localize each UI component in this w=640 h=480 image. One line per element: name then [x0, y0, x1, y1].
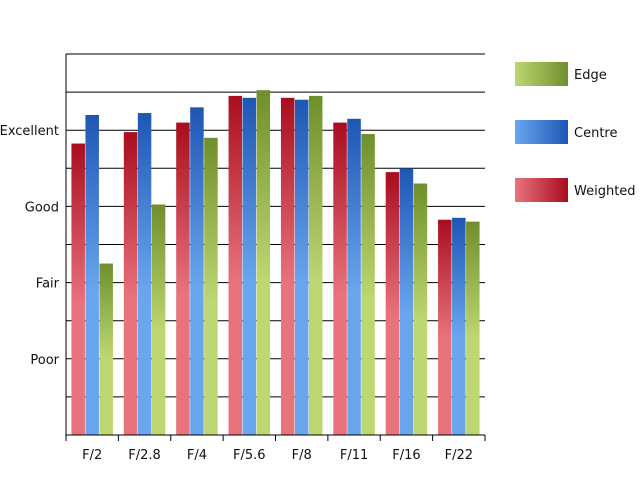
bar-weighted-f56 — [228, 95, 243, 435]
bar-edge-f16 — [413, 183, 428, 435]
bars — [71, 90, 480, 436]
legend-swatch-edge — [515, 62, 568, 86]
y-tick-labels: Excellent Good Fair Poor — [0, 124, 60, 368]
bar-edge-f8 — [308, 95, 323, 435]
legend-swatch-centre — [515, 120, 568, 144]
bar-centre-f8 — [294, 99, 309, 435]
legend-swatch-weighted — [515, 178, 568, 202]
y-tick-label-good: Good — [25, 200, 59, 215]
bar-centre-f11 — [347, 118, 361, 436]
bar-weighted-f8 — [280, 97, 295, 435]
legend-label-weighted: Weighted — [574, 184, 636, 199]
bar-edge-f56 — [256, 90, 271, 435]
axes — [65, 53, 486, 441]
bar-centre-f22 — [452, 217, 466, 435]
x-tick-labels: F/2 F/2.8 F/4 F/5.6 F/8 F/11 F/16 F/22 — [82, 448, 473, 463]
bar-edge-f2 — [99, 263, 113, 435]
x-tick-label: F/2 — [82, 448, 102, 463]
bar-weighted-f22 — [438, 219, 452, 435]
x-tick-label: F/22 — [445, 448, 473, 463]
x-tick-label: F/5.6 — [233, 448, 266, 463]
x-tick-label: F/4 — [187, 448, 207, 463]
x-tick-label: F/2.8 — [128, 448, 161, 463]
legend-label-edge: Edge — [574, 68, 607, 83]
legend-label-centre: Centre — [574, 126, 617, 141]
bar-weighted-f28 — [123, 132, 138, 436]
bar-centre-f4 — [190, 107, 204, 435]
bar-weighted-f2 — [71, 143, 85, 435]
y-tick-label-excellent: Excellent — [0, 124, 59, 139]
bar-centre-f16 — [399, 168, 414, 436]
bar-centre-f2 — [85, 114, 99, 436]
x-tick-label: F/8 — [292, 448, 312, 463]
bar-edge-f4 — [204, 137, 218, 435]
x-tick-label: F/11 — [340, 448, 368, 463]
y-tick-label-fair: Fair — [36, 277, 60, 292]
bar-edge-f28 — [151, 204, 166, 435]
legend: Edge Centre Weighted — [515, 62, 636, 202]
x-tick-label: F/16 — [392, 448, 420, 463]
bar-centre-f28 — [137, 113, 152, 436]
bar-edge-f22 — [466, 221, 480, 435]
bar-edge-f11 — [361, 134, 375, 435]
bar-weighted-f16 — [385, 172, 400, 436]
bar-weighted-f11 — [333, 122, 347, 435]
bar-weighted-f4 — [176, 122, 190, 435]
bar-centre-f56 — [242, 97, 257, 435]
y-tick-label-poor: Poor — [30, 353, 59, 368]
